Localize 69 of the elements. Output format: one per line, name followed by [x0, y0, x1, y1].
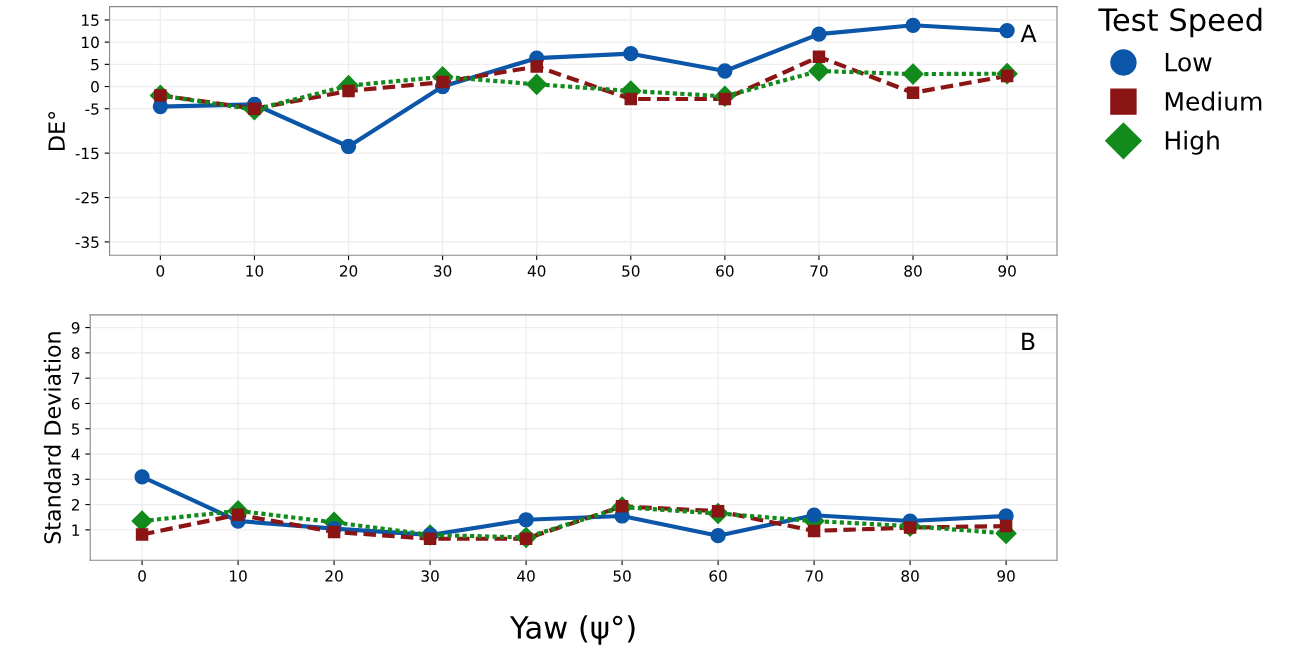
point — [530, 60, 543, 73]
annotation: A — [1020, 24, 1037, 42]
x-tick-label: 20 — [339, 265, 358, 277]
y-tick-label: 3 — [71, 473, 80, 486]
point — [710, 528, 726, 544]
y-tick-label: 9 — [71, 322, 80, 334]
y-axis-title: Standard Deviation — [43, 332, 61, 544]
point — [518, 512, 534, 528]
y-axis-title: DE° — [48, 111, 65, 150]
x-tick-label: 90 — [998, 265, 1016, 277]
point — [807, 524, 821, 538]
point — [905, 17, 921, 33]
x-tick-label: 20 — [325, 570, 343, 582]
x-tick-label: 90 — [997, 570, 1015, 582]
point — [902, 63, 924, 85]
legend-label: Low — [1165, 52, 1212, 72]
y-tick-label: -15 — [75, 147, 99, 160]
legend-label: High — [1165, 130, 1219, 155]
x-tick-label: 30 — [421, 570, 439, 582]
y-tick-label: 15 — [82, 14, 99, 26]
point — [999, 519, 1013, 533]
point — [808, 60, 830, 82]
y-tick-label: 0 — [91, 81, 99, 93]
y-tick-label: 7 — [72, 372, 80, 384]
x-tick-label: 80 — [904, 265, 922, 277]
legend-title: Test Speed — [1098, 7, 1262, 38]
y-tick-label: -5 — [85, 103, 99, 115]
point — [624, 92, 638, 106]
point — [623, 46, 639, 62]
point — [999, 22, 1015, 39]
legend-label: Medium — [1165, 91, 1262, 111]
y-tick-label: 1 — [72, 524, 80, 536]
annotation: B — [1022, 332, 1035, 351]
x-tick-label: 70 — [805, 570, 823, 582]
x-tick-label: 50 — [613, 570, 631, 582]
point — [717, 63, 733, 79]
point — [812, 50, 826, 64]
x-tick-label: 50 — [622, 265, 640, 277]
y-tick-label: 5 — [71, 423, 80, 435]
point — [340, 138, 357, 155]
point — [906, 86, 920, 100]
point — [327, 525, 341, 539]
y-tick-label: -35 — [75, 236, 99, 248]
x-tick-label: 60 — [709, 570, 727, 582]
x-tick-label: 40 — [517, 570, 535, 582]
point — [436, 75, 449, 89]
y-tick-label: 6 — [71, 397, 80, 410]
x-tick-label: 0 — [138, 570, 146, 582]
y-tick-label: 10 — [82, 36, 99, 49]
point — [342, 84, 355, 98]
x-tick-label: 40 — [527, 265, 546, 277]
point — [806, 507, 822, 523]
y-tick-label: 2 — [71, 499, 79, 511]
x-tick-label: 10 — [246, 265, 264, 277]
y-tick-label: 5 — [91, 59, 99, 71]
y-tick-label: -25 — [75, 192, 99, 204]
x-tick-label: 0 — [156, 265, 165, 277]
x-axis-title: Yaw (ψ°) — [509, 615, 635, 645]
x-tick-label: 30 — [434, 265, 452, 277]
x-tick-label: 60 — [716, 265, 734, 277]
x-tick-label: 70 — [810, 265, 828, 277]
point — [526, 73, 548, 95]
y-tick-label: 8 — [71, 347, 80, 359]
y-tick-label: 4 — [71, 448, 80, 460]
x-tick-label: 80 — [901, 570, 919, 582]
point — [134, 469, 150, 485]
x-tick-label: 10 — [230, 570, 247, 582]
point — [811, 26, 827, 42]
point — [135, 528, 149, 541]
